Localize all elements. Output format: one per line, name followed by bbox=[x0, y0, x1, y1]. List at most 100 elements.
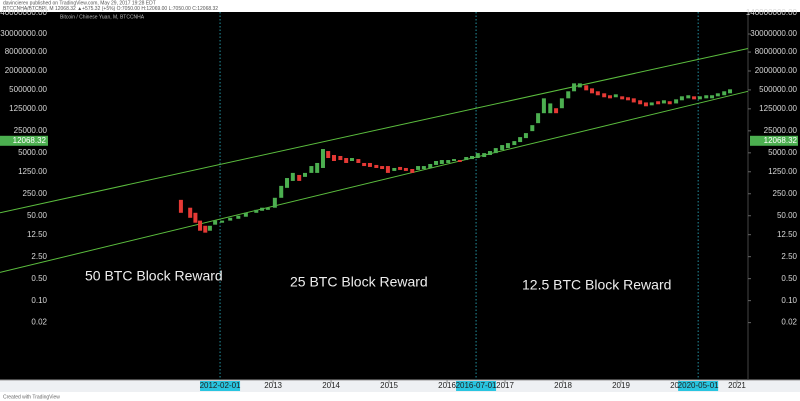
y-tick-label: 140000000.00 bbox=[746, 8, 798, 17]
candle bbox=[722, 91, 727, 96]
candle bbox=[338, 155, 343, 161]
candle bbox=[590, 88, 595, 94]
candle bbox=[475, 153, 480, 159]
annotation: 50 BTC Block Reward bbox=[85, 268, 223, 284]
y-tick-label: 25000.00 bbox=[764, 126, 798, 135]
x-tick-label: 2019 bbox=[612, 381, 630, 390]
author-line: davincierex published on TradingView.com… bbox=[3, 0, 156, 6]
candle bbox=[631, 98, 636, 103]
candle bbox=[577, 83, 582, 88]
plot-background bbox=[0, 12, 800, 380]
y-tick-label-left: 140000000.00 bbox=[0, 8, 48, 17]
y-tick-label-left: 250.00 bbox=[23, 189, 48, 198]
marker-label: 2016-07-01 bbox=[456, 381, 497, 390]
footer-bar bbox=[0, 392, 800, 401]
y-tick-label: 50.00 bbox=[777, 211, 798, 220]
candle bbox=[559, 98, 564, 109]
candle bbox=[602, 93, 607, 98]
candle bbox=[446, 160, 451, 163]
candle bbox=[178, 199, 183, 213]
y-tick-label-left: 0.10 bbox=[31, 296, 47, 305]
candle bbox=[272, 197, 277, 208]
candle bbox=[326, 151, 331, 159]
candle bbox=[572, 83, 577, 92]
candle bbox=[344, 158, 349, 163]
candle bbox=[620, 96, 625, 100]
candle bbox=[649, 102, 654, 106]
candle bbox=[625, 97, 630, 101]
candle bbox=[220, 220, 225, 223]
candle bbox=[374, 164, 379, 168]
candle bbox=[643, 102, 648, 107]
x-tick-label: 2017 bbox=[496, 381, 514, 390]
candle bbox=[710, 95, 715, 99]
candle bbox=[607, 95, 612, 99]
y-tick-label-left: 0.50 bbox=[31, 274, 47, 283]
y-tick-label-left: 500000.00 bbox=[9, 85, 47, 94]
y-tick-label: 125000.00 bbox=[759, 104, 797, 113]
candle bbox=[315, 162, 320, 173]
candle bbox=[362, 162, 367, 167]
candle bbox=[349, 158, 354, 161]
candle bbox=[290, 172, 295, 181]
candle bbox=[656, 101, 661, 105]
candle bbox=[469, 155, 474, 160]
candle bbox=[487, 151, 492, 156]
candle bbox=[518, 137, 523, 143]
y-tick-label: 8000000.00 bbox=[755, 47, 798, 56]
header-bar bbox=[0, 0, 800, 12]
chart-title: Bitcoin / Chinese Yuan, M, BTCCNHA bbox=[60, 14, 145, 20]
channel-line bbox=[0, 47, 749, 214]
candle bbox=[536, 113, 541, 124]
candle bbox=[697, 96, 702, 100]
y-tick-label-left: 0.02 bbox=[31, 318, 47, 327]
candle bbox=[228, 217, 233, 221]
x-tick-label: 2015 bbox=[380, 381, 398, 390]
candle bbox=[254, 209, 259, 213]
candle bbox=[331, 155, 336, 161]
candle bbox=[613, 94, 618, 98]
candle bbox=[704, 95, 709, 99]
marker-label: 2020-05-01 bbox=[678, 381, 719, 390]
y-tick-label-left: 125000.00 bbox=[9, 104, 47, 113]
y-tick-label: 2000000.00 bbox=[755, 66, 798, 75]
y-tick-label-left: 12.50 bbox=[27, 230, 48, 239]
candle bbox=[500, 145, 505, 151]
candle bbox=[421, 166, 426, 170]
candle bbox=[309, 166, 314, 173]
last-price-label-left: 12068.32 bbox=[13, 136, 47, 145]
candle bbox=[548, 103, 553, 114]
candle bbox=[584, 85, 589, 91]
marker-box bbox=[678, 381, 719, 391]
quote-line: BTCCNHA/BTCBPI, M 12068.32 ▲+575.32 (+5%… bbox=[3, 6, 218, 12]
y-tick-label-left: 30000000.00 bbox=[0, 29, 47, 38]
y-tick-label-left: 25000.00 bbox=[14, 126, 48, 135]
candle bbox=[512, 141, 517, 146]
candle bbox=[692, 96, 697, 100]
candle bbox=[523, 133, 528, 139]
x-tick-label: 2013 bbox=[264, 381, 282, 390]
candle bbox=[207, 225, 212, 231]
x-tick-label: 2018 bbox=[554, 381, 572, 390]
y-tick-label: 500000.00 bbox=[759, 85, 797, 94]
y-tick-label: 2.50 bbox=[781, 252, 797, 261]
y-tick-label: 30000000.00 bbox=[750, 29, 797, 38]
plot-layer bbox=[0, 12, 749, 380]
marker-box bbox=[200, 381, 241, 391]
y-tick-label: 0.10 bbox=[781, 296, 797, 305]
candle bbox=[367, 162, 372, 167]
y-tick-label: 0.50 bbox=[781, 274, 797, 283]
y-tick-label-left: 1250.00 bbox=[18, 167, 47, 176]
last-price-badge-left bbox=[0, 135, 48, 146]
candle bbox=[482, 153, 487, 158]
channel-line bbox=[0, 90, 749, 273]
footer-text: Created with TradingView bbox=[3, 394, 60, 400]
candle bbox=[213, 220, 218, 225]
annotation: 12.5 BTC Block Reward bbox=[522, 277, 671, 293]
candle bbox=[279, 185, 284, 198]
candle bbox=[554, 108, 559, 114]
candle bbox=[638, 100, 643, 105]
candle bbox=[403, 167, 408, 171]
candle bbox=[302, 172, 307, 177]
